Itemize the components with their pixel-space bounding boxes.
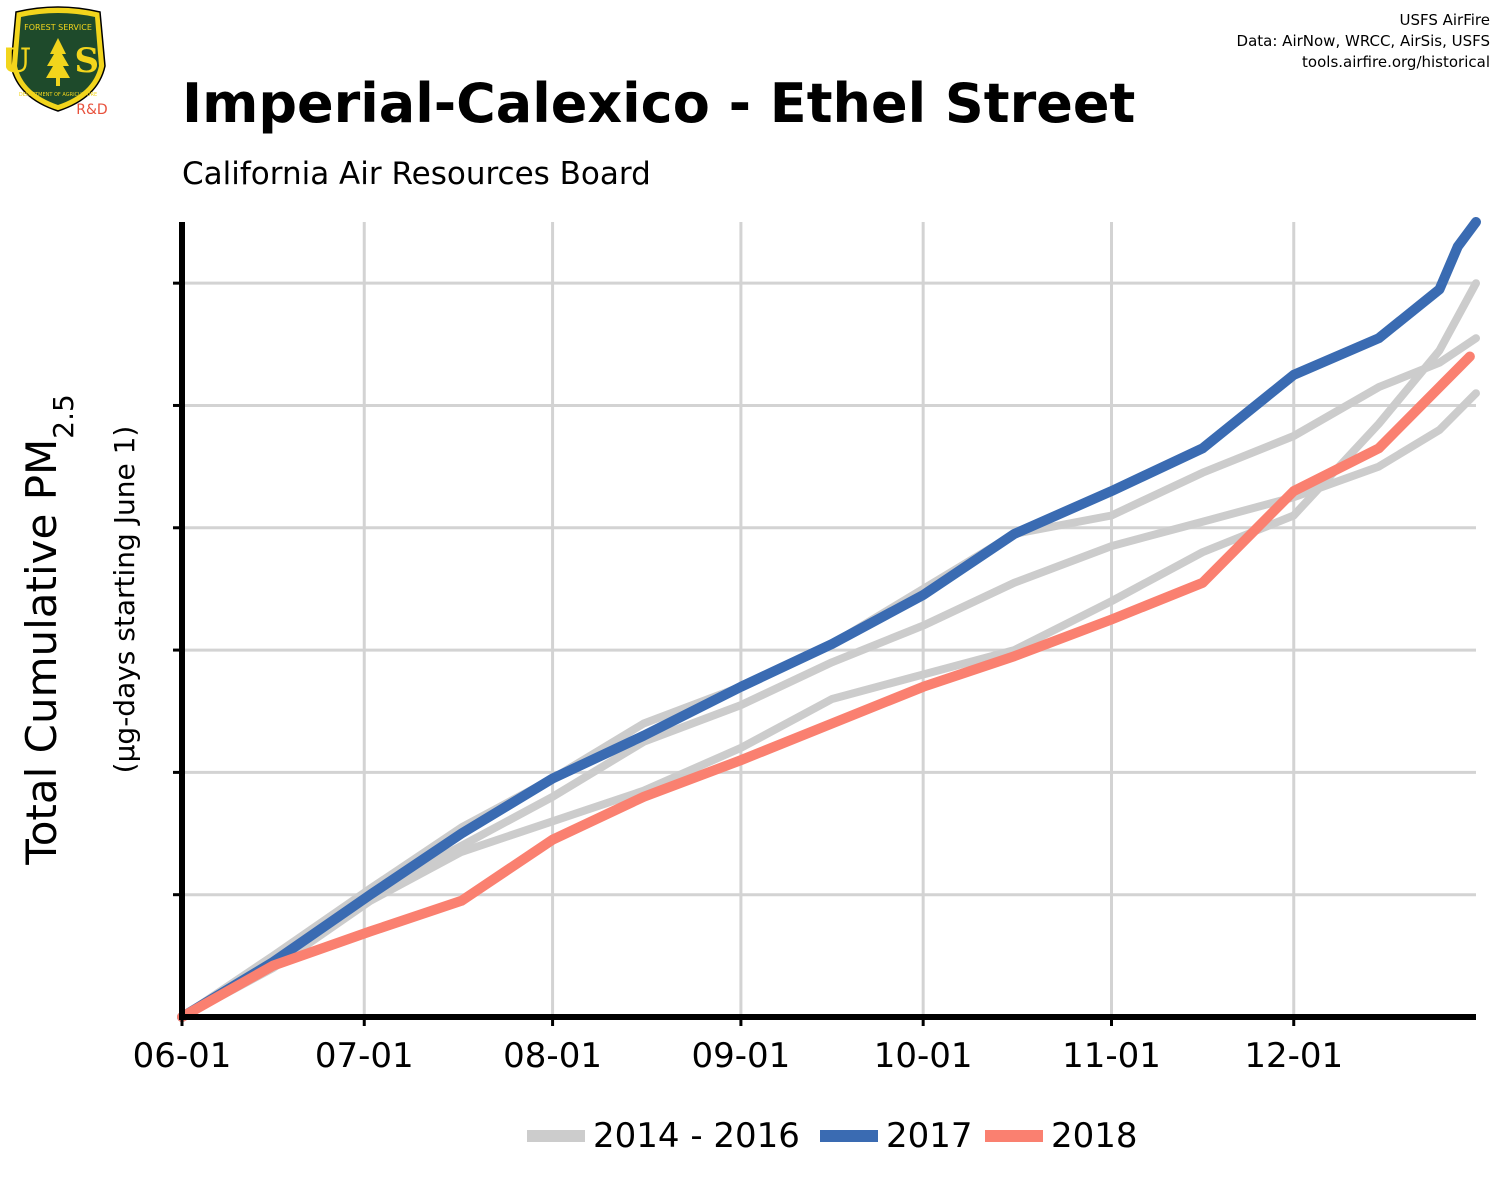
legend-swatch [985, 1130, 1043, 1142]
series-line [177, 351, 1475, 1022]
legend-label: 2014 - 2016 [593, 1116, 800, 1156]
chart-plot: 06-01 07-01 08-01 09-01 10-01 11-01 12-01 Total… [17, 217, 1481, 1076]
x-tick-label: 08-01 [503, 1036, 602, 1076]
series-lines [177, 217, 1481, 1022]
credits: USFS AirFire Data: AirNow, WRCC, AirSis,… [1237, 10, 1490, 73]
logo-tag: R&D [76, 102, 107, 118]
tree-icon [46, 38, 70, 86]
grid-lines [182, 222, 1476, 1017]
legend-item: 2014 - 2016 [527, 1112, 800, 1160]
series-line [178, 389, 1480, 1021]
x-tick-label: 12-01 [1244, 1036, 1343, 1076]
x-tick-label: 10-01 [874, 1036, 973, 1076]
credit-line: tools.airfire.org/historical [1302, 53, 1490, 71]
chart-subtitle: California Air Resources Board [182, 156, 651, 192]
x-tick-label: 11-01 [1062, 1036, 1161, 1076]
x-tick-label: 07-01 [315, 1036, 414, 1076]
x-tick-label: 09-01 [692, 1036, 791, 1076]
y-axis-label: Total Cumulative PM2.5 [17, 394, 80, 866]
series-line [177, 217, 1481, 1022]
legend-item: 2018 [985, 1112, 1138, 1160]
axis-labels: 06-01 07-01 08-01 09-01 10-01 11-01 12-01 Total… [17, 394, 1343, 1076]
series-line [178, 334, 1480, 1021]
y-axis-sublabel: (µg-days starting June 1) [108, 426, 141, 774]
chart-title: Imperial-Calexico - Ethel Street [182, 72, 1136, 135]
legend-swatch [527, 1130, 585, 1142]
logo-arc-text: DEPARTMENT OF AGRICULTURE [19, 92, 97, 98]
logo-arc-text: FOREST SERVICE [24, 23, 92, 32]
credit-line: USFS AirFire [1399, 11, 1490, 29]
legend-item: 2017 [820, 1112, 973, 1160]
legend: 2014 - 2016 2017 2018 [0, 1112, 1500, 1160]
axes [173, 222, 1476, 1026]
usfs-shield-icon: FOREST SERVICE U S DEPARTMENT OF AGRICUL… [6, 6, 108, 118]
legend-swatch [820, 1130, 878, 1142]
x-tick-label: 06-01 [133, 1036, 232, 1076]
legend-label: 2018 [1051, 1116, 1138, 1156]
y-axis-label-subscript: 2.5 [47, 394, 80, 439]
credit-line: Data: AirNow, WRCC, AirSis, USFS [1236, 32, 1490, 50]
legend-label: 2017 [886, 1116, 973, 1156]
